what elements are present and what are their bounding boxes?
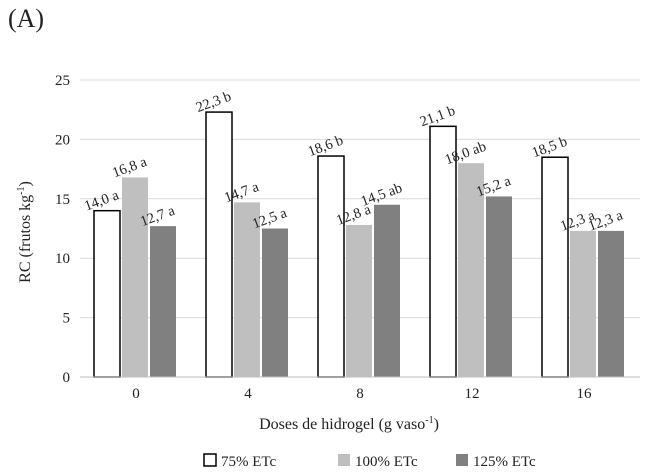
bar (262, 228, 288, 377)
bar (317, 155, 345, 378)
bar (458, 163, 484, 377)
legend-swatch (203, 453, 217, 467)
legend-label: 100% ETc (355, 454, 418, 470)
y-tick-label: 15 (55, 192, 70, 208)
y-tick-label: 20 (55, 132, 70, 148)
legend-swatch (338, 454, 350, 466)
x-tick-label: 4 (244, 386, 252, 402)
y-axis: 0 5 10 15 20 25 (55, 73, 70, 386)
legend-item: 75% ETc (203, 453, 277, 470)
y-axis-title: RC (frutos kg-1) (16, 181, 34, 283)
bar (429, 125, 457, 378)
y-tick-label: 0 (63, 370, 71, 386)
legend-item: 125% ETc (456, 454, 536, 470)
legend-label: 125% ETc (473, 454, 536, 470)
x-axis-title: Doses de hidrogel (g vaso-1) (259, 415, 439, 433)
bar (205, 111, 233, 378)
y-tick-label: 25 (55, 73, 70, 89)
bar (150, 226, 176, 377)
x-tick-label: 0 (132, 386, 140, 402)
legend-label: 75% ETc (221, 454, 277, 470)
bar (570, 230, 596, 377)
x-tick-label: 12 (465, 386, 480, 402)
bar (486, 196, 512, 377)
data-label: 16,8 a (110, 154, 149, 181)
panel-label: (A) (8, 4, 45, 33)
bar (234, 202, 260, 377)
legend: 75% ETc 100% ETc 125% ETc (203, 453, 536, 470)
legend-swatch (456, 454, 468, 466)
legend-item: 100% ETc (338, 454, 418, 470)
bar (122, 177, 148, 377)
bar (93, 209, 121, 378)
bars (93, 111, 624, 378)
bar (374, 204, 400, 377)
x-tick-label: 16 (577, 386, 593, 402)
x-axis: 0 4 8 12 16 (80, 376, 640, 402)
y-tick-label: 5 (63, 311, 71, 327)
bar (541, 156, 569, 378)
bar (346, 224, 372, 377)
y-tick-label: 10 (55, 251, 70, 267)
bar (598, 230, 624, 377)
x-tick-label: 8 (356, 386, 364, 402)
